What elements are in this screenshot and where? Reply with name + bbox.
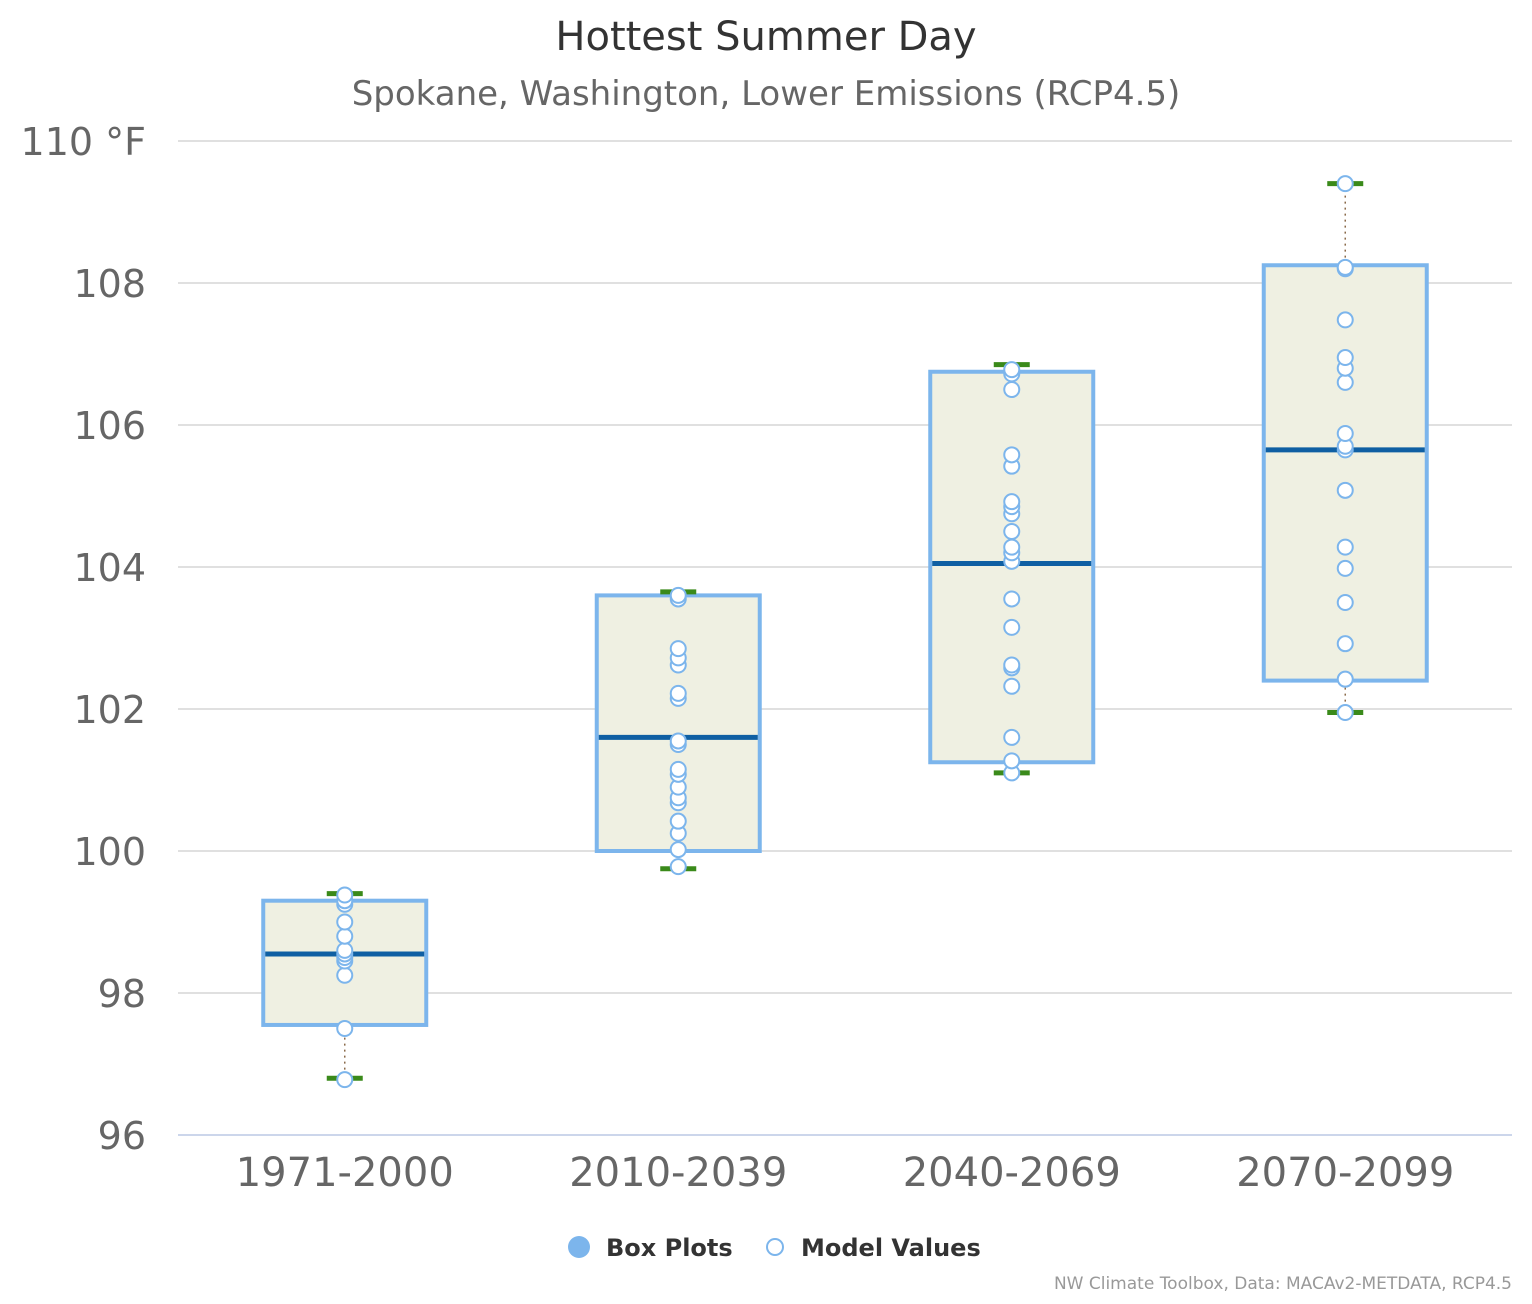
y-tick-label: 108 — [73, 262, 146, 306]
model-value-point[interactable] — [1003, 656, 1021, 674]
legend-model-values-label[interactable]: Model Values — [801, 1234, 981, 1262]
model-value-point[interactable] — [1003, 523, 1021, 540]
chart-title: Hottest Summer Day — [555, 14, 976, 60]
x-tick-label: 2040-2069 — [903, 1150, 1121, 1196]
y-tick-label: 96 — [98, 1114, 146, 1158]
model-value-point[interactable] — [1003, 677, 1021, 695]
y-tick-label: 100 — [73, 830, 146, 874]
y-axis-labels: 96 98 100 102 104 106 108 110 °F — [21, 120, 146, 1158]
chart-credit[interactable]: NW Climate Toolbox, Data: MACAv2-METDATA… — [1054, 1274, 1512, 1294]
model-value-point[interactable] — [1003, 381, 1021, 398]
model-value-point[interactable] — [336, 966, 354, 984]
model-value-point[interactable] — [336, 1020, 354, 1037]
x-tick-label: 2070-2099 — [1236, 1150, 1454, 1196]
model-value-point[interactable] — [1336, 704, 1354, 722]
model-value-point[interactable] — [1003, 493, 1021, 511]
y-tick-label: 104 — [73, 546, 146, 590]
model-value-point[interactable] — [1336, 425, 1354, 443]
model-value-point[interactable] — [669, 684, 687, 702]
model-value-point[interactable] — [1003, 361, 1021, 379]
model-value-point[interactable] — [669, 732, 687, 750]
legend: Box Plots Model Values — [568, 1234, 981, 1262]
legend-box-plots-label[interactable]: Box Plots — [606, 1234, 733, 1262]
model-value-point[interactable] — [669, 812, 687, 830]
model-value-point[interactable] — [1003, 538, 1021, 556]
model-value-point[interactable] — [1336, 481, 1354, 499]
model-value-point[interactable] — [336, 1071, 354, 1089]
model-value-point[interactable] — [1336, 538, 1354, 556]
x-tick-label: 2010-2039 — [569, 1150, 787, 1196]
box-plots — [261, 181, 1429, 1081]
model-value-point[interactable] — [669, 760, 687, 778]
model-value-point[interactable] — [1336, 311, 1354, 329]
model-value-point[interactable] — [1003, 590, 1021, 608]
model-value-point[interactable] — [1003, 752, 1021, 770]
model-value-point[interactable] — [1336, 594, 1354, 611]
x-axis-labels: 1971-2000 2010-2039 2040-2069 2070-2099 — [236, 1150, 1455, 1196]
y-tick-label: 110 °F — [21, 120, 146, 164]
x-tick-label: 1971-2000 — [236, 1150, 454, 1196]
y-tick-label: 102 — [73, 688, 146, 732]
model-value-point[interactable] — [336, 913, 354, 931]
model-value-point[interactable] — [1336, 559, 1354, 577]
model-value-point[interactable] — [669, 841, 687, 859]
model-value-point[interactable] — [336, 941, 354, 959]
chart-subtitle: Spokane, Washington, Lower Emissions (RC… — [352, 74, 1181, 114]
model-value-points — [336, 175, 1354, 1089]
model-value-point[interactable] — [1336, 635, 1354, 653]
model-value-point[interactable] — [1003, 446, 1021, 464]
model-value-point[interactable] — [336, 886, 354, 904]
model-value-point[interactable] — [336, 927, 354, 945]
model-value-point[interactable] — [1336, 670, 1354, 688]
legend-box-plots-marker[interactable] — [568, 1236, 590, 1258]
model-value-point[interactable] — [669, 640, 687, 658]
model-value-point[interactable] — [669, 858, 687, 876]
model-value-point[interactable] — [1003, 618, 1021, 636]
model-value-point[interactable] — [1003, 728, 1021, 746]
model-value-point[interactable] — [1336, 373, 1354, 391]
model-value-point[interactable] — [1336, 258, 1354, 276]
box-plot[interactable] — [1261, 181, 1429, 716]
model-value-point[interactable] — [1336, 349, 1354, 367]
legend-model-values-marker[interactable] — [766, 1238, 784, 1256]
y-tick-label: 98 — [98, 972, 146, 1016]
box[interactable] — [594, 593, 762, 854]
box[interactable] — [1261, 263, 1429, 683]
model-value-point[interactable] — [1336, 175, 1354, 193]
y-tick-label: 106 — [73, 404, 146, 448]
model-value-point[interactable] — [669, 586, 687, 604]
